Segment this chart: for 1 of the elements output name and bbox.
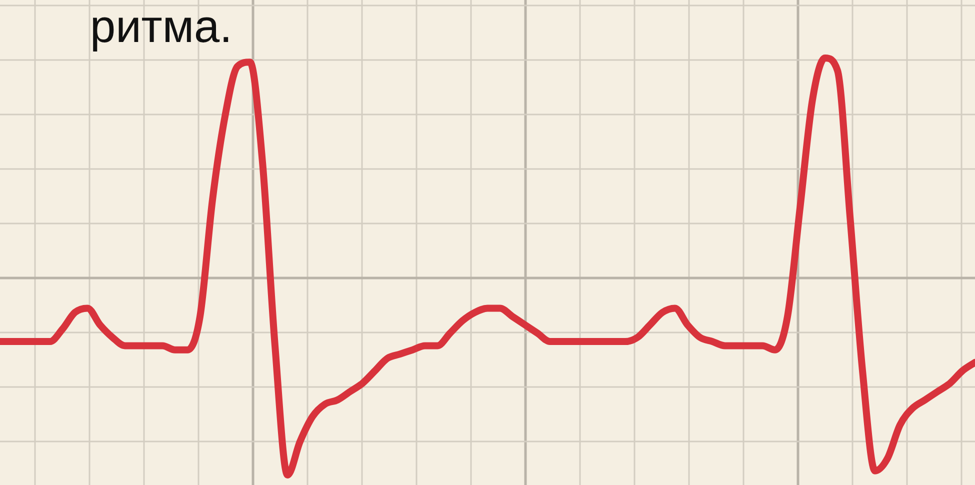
chart-title: ритма. (90, 0, 232, 52)
